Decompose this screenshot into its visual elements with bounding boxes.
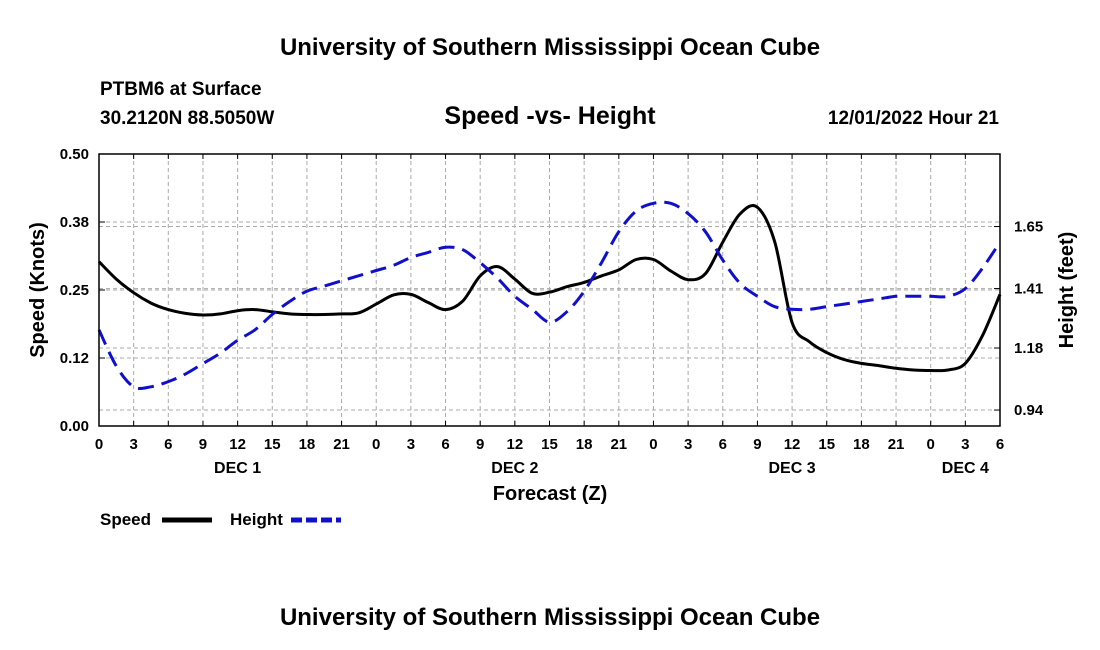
page-title: University of Southern Mississippi Ocean… — [280, 34, 820, 61]
y-right-tick-label: 1.18 — [1014, 340, 1043, 357]
x-tick-label: 9 — [753, 436, 761, 453]
series-line-height — [97, 200, 1002, 391]
x-tick-label: 18 — [299, 436, 316, 453]
x-tick-label: 0 — [649, 436, 657, 453]
x-day-label: DEC 1 — [214, 460, 261, 477]
x-tick-label: 15 — [818, 436, 835, 453]
y-right-tick-label: 1.41 — [1014, 281, 1043, 298]
footer-title: University of Southern Mississippi Ocean… — [280, 604, 820, 631]
y-axis-left-label: Speed (Knots) — [27, 222, 49, 358]
x-tick-label: 18 — [576, 436, 593, 453]
x-day-label: DEC 2 — [491, 460, 538, 477]
x-day-label: DEC 3 — [769, 460, 816, 477]
x-tick-label: 3 — [407, 436, 415, 453]
x-tick-label: 18 — [853, 436, 870, 453]
y-right-tick-label: 1.65 — [1014, 219, 1043, 236]
x-tick-label: 0 — [95, 436, 103, 453]
x-tick-label: 15 — [541, 436, 558, 453]
x-tick-label: 3 — [129, 436, 137, 453]
forecast-datetime: 12/01/2022 Hour 21 — [828, 108, 1000, 129]
x-tick-label: 0 — [927, 436, 935, 453]
station-label: PTBM6 at Surface — [100, 79, 262, 100]
x-tick-label: 21 — [888, 436, 905, 453]
axis-ticks: 0 3 6 9 12 15 18 21 0 3 6 9 12 15 18 21 0 3 6 9 12 15 18 21 0 3 6D… — [60, 146, 1044, 477]
x-tick-label: 6 — [441, 436, 449, 453]
x-axis-label: Forecast (Z) — [493, 483, 607, 505]
y-left-tick-label: 0.00 — [60, 418, 89, 435]
chart-title: Speed -vs- Height — [444, 102, 656, 130]
grid-lines — [99, 154, 1000, 426]
legend-height-label: Height — [230, 510, 283, 529]
y-left-tick-label: 0.12 — [60, 350, 89, 367]
x-tick-label: 21 — [333, 436, 350, 453]
x-tick-label: 12 — [229, 436, 246, 453]
x-tick-label: 3 — [961, 436, 969, 453]
x-tick-label: 9 — [199, 436, 207, 453]
x-tick-label: 12 — [507, 436, 524, 453]
x-tick-label: 15 — [264, 436, 281, 453]
y-left-tick-label: 0.50 — [60, 146, 89, 163]
y-left-tick-label: 0.25 — [60, 282, 89, 299]
x-tick-label: 6 — [164, 436, 172, 453]
y-axis-right-label: Height (feet) — [1056, 232, 1078, 349]
x-day-label: DEC 4 — [942, 460, 989, 477]
legend: Speed Height — [100, 510, 341, 529]
y-right-tick-label: 0.94 — [1014, 402, 1044, 419]
x-tick-label: 9 — [476, 436, 484, 453]
x-tick-label: 6 — [719, 436, 727, 453]
data-series — [97, 200, 1002, 391]
series-line-speed — [97, 204, 1002, 373]
coordinates-label: 30.2120N 88.5050W — [100, 108, 274, 129]
x-tick-label: 21 — [610, 436, 627, 453]
x-tick-label: 0 — [372, 436, 380, 453]
y-left-tick-label: 0.38 — [60, 214, 89, 231]
x-tick-label: 6 — [996, 436, 1004, 453]
x-tick-label: 3 — [684, 436, 692, 453]
legend-speed-label: Speed — [100, 510, 151, 529]
x-tick-label: 12 — [784, 436, 801, 453]
